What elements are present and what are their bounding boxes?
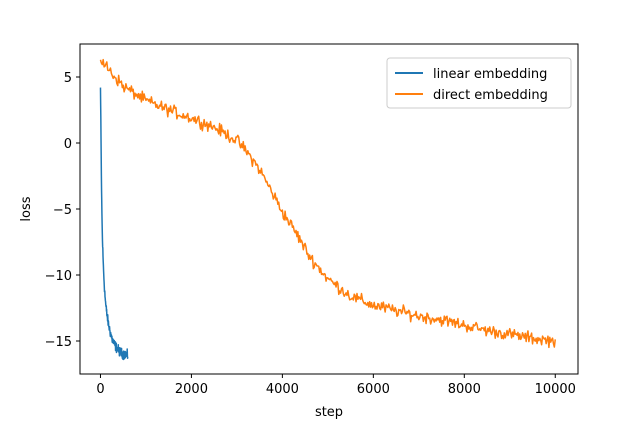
y-tick-label: 5 <box>64 71 72 86</box>
series-line-linear-embedding <box>99 87 129 361</box>
y-tick-label: −5 <box>53 203 72 218</box>
x-tick-label: 2000 <box>175 382 208 397</box>
legend-box <box>386 57 572 109</box>
y-tick-label: 0 <box>64 137 72 152</box>
x-tick-label: 4000 <box>266 382 299 397</box>
x-tick-label: 6000 <box>357 382 390 397</box>
y-tick-label: −15 <box>45 335 72 350</box>
y-axis-label: loss <box>19 196 34 221</box>
x-tick-label: 10000 <box>535 382 576 397</box>
x-axis-label: step <box>315 405 343 420</box>
x-tick-label: 8000 <box>448 382 481 397</box>
series-line-direct-embedding <box>99 58 557 349</box>
legend-label-linear-embedding: linear embedding <box>433 67 547 82</box>
x-tick-label: 0 <box>96 382 104 397</box>
legend-label-direct-embedding: direct embedding <box>433 88 548 103</box>
y-tick-label: −10 <box>45 269 72 284</box>
